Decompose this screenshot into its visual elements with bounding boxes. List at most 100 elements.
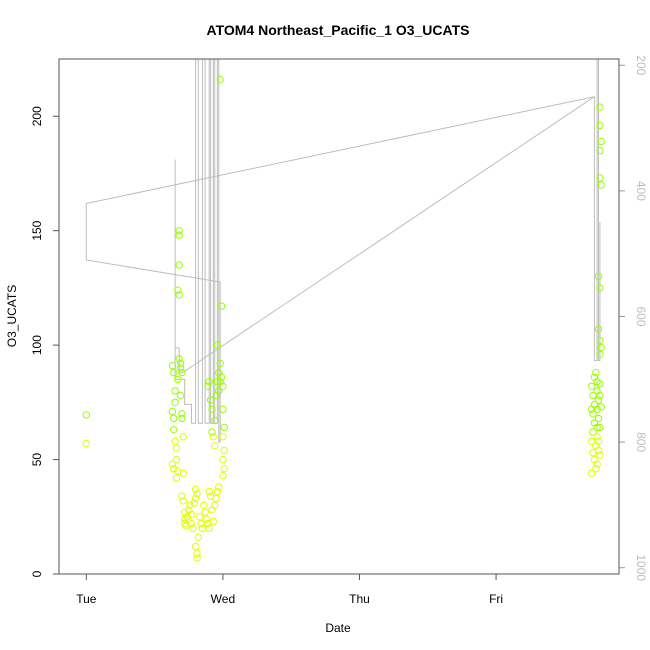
data-point: [593, 423, 601, 432]
data-point: [596, 146, 604, 155]
y2-tick-label: 400: [634, 181, 648, 201]
y2-tick-label: 800: [634, 432, 648, 452]
y-axis-label: O3_UCATS: [5, 285, 19, 347]
data-point: [219, 433, 227, 441]
data-point: [220, 446, 229, 455]
data-point: [597, 343, 605, 352]
data-point: [189, 524, 197, 532]
data-point: [220, 423, 229, 432]
data-point: [170, 426, 178, 434]
data-point: [168, 460, 177, 468]
data-point: [597, 137, 605, 146]
data-point: [596, 121, 604, 130]
data-point: [175, 355, 183, 363]
data-point: [596, 284, 604, 292]
data-point: [179, 469, 188, 477]
data-point: [193, 490, 201, 498]
data-point: [209, 433, 218, 441]
data-point: [172, 444, 181, 452]
data-point: [178, 492, 186, 500]
data-point: [175, 227, 183, 235]
data-point: [171, 387, 179, 395]
data-point: [212, 494, 220, 503]
data-point: [171, 398, 179, 406]
data-point: [187, 519, 196, 528]
data-point: [219, 455, 227, 464]
data-point: [187, 510, 196, 519]
data-point: [170, 465, 178, 473]
data-point: [216, 75, 224, 84]
data-point: [215, 483, 223, 491]
data-point: [174, 286, 182, 294]
data-point: [170, 414, 178, 423]
data-point: [170, 368, 178, 377]
x-tick-label: Thu: [349, 592, 370, 606]
data-point: [592, 368, 600, 377]
y2-tick-label: 200: [634, 55, 648, 75]
data-point: [168, 407, 177, 416]
axes: Tue Wed Thu Fri 0 50 100 150 200 200 400 600 800 1000: [30, 55, 648, 606]
data-point: [594, 437, 603, 445]
data-point: [219, 382, 227, 390]
data-point: [186, 501, 194, 509]
data-point: [594, 396, 603, 404]
data-point: [205, 378, 213, 386]
data-point: [178, 410, 186, 418]
data-point: [178, 368, 186, 377]
profile-line-3: [86, 96, 595, 204]
data-point: [196, 513, 204, 521]
data-point: [174, 375, 182, 384]
y2-tick-label: 1000: [634, 554, 648, 581]
data-point: [597, 181, 605, 189]
data-point: [183, 513, 192, 521]
data-point: [204, 382, 212, 390]
data-point: [596, 103, 604, 111]
x-tick-label: Fri: [489, 592, 503, 606]
data-point: [596, 174, 604, 182]
data-point: [200, 501, 208, 509]
y-tick-label: 50: [30, 453, 44, 467]
data-point: [217, 373, 226, 381]
data-point: [213, 341, 222, 349]
data-point: [175, 231, 183, 239]
data-point: [171, 437, 179, 445]
data-point: [191, 542, 200, 551]
data-point: [220, 465, 229, 473]
data-point: [178, 414, 186, 423]
data-point: [175, 291, 183, 299]
pressure-profile-lines: [85, 59, 601, 443]
y-tick-label: 150: [30, 220, 44, 240]
data-point: [596, 336, 604, 345]
data-point: [216, 359, 224, 368]
data-point: [594, 272, 603, 281]
data-point: [596, 380, 604, 388]
data-point: [215, 387, 223, 395]
data-point: [597, 403, 605, 411]
data-point: [201, 508, 209, 516]
data-point: [193, 554, 201, 562]
y-tick-label: 0: [30, 570, 44, 577]
data-point: [588, 469, 596, 477]
plot-frame: [58, 58, 620, 575]
data-point: [176, 359, 185, 368]
data-point: [208, 428, 216, 436]
data-point: [596, 423, 604, 432]
data-point: [593, 405, 601, 413]
y-tick-label: 100: [30, 335, 44, 355]
data-point: [175, 261, 183, 269]
data-point: [211, 442, 219, 450]
data-point: [193, 549, 201, 558]
data-point: [588, 382, 596, 390]
data-point: [593, 460, 601, 468]
data-point: [172, 455, 181, 464]
data-point: [191, 494, 200, 503]
data-point: [168, 362, 177, 370]
x-axis-label: Date: [325, 621, 351, 635]
data-point: [594, 325, 603, 333]
data-point: [176, 364, 185, 372]
data-point: [176, 391, 185, 400]
data-point: [194, 533, 203, 542]
chart-title: ATOM4 Northeast_Pacific_1 O3_UCATS: [207, 22, 470, 38]
data-point: [588, 405, 596, 413]
